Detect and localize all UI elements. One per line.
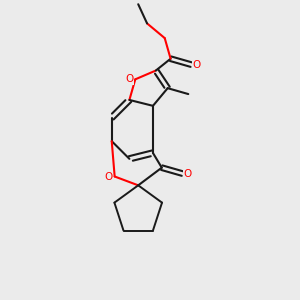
Text: O: O xyxy=(125,74,134,84)
Text: O: O xyxy=(184,169,192,178)
Text: O: O xyxy=(104,172,112,182)
Text: O: O xyxy=(192,60,201,70)
